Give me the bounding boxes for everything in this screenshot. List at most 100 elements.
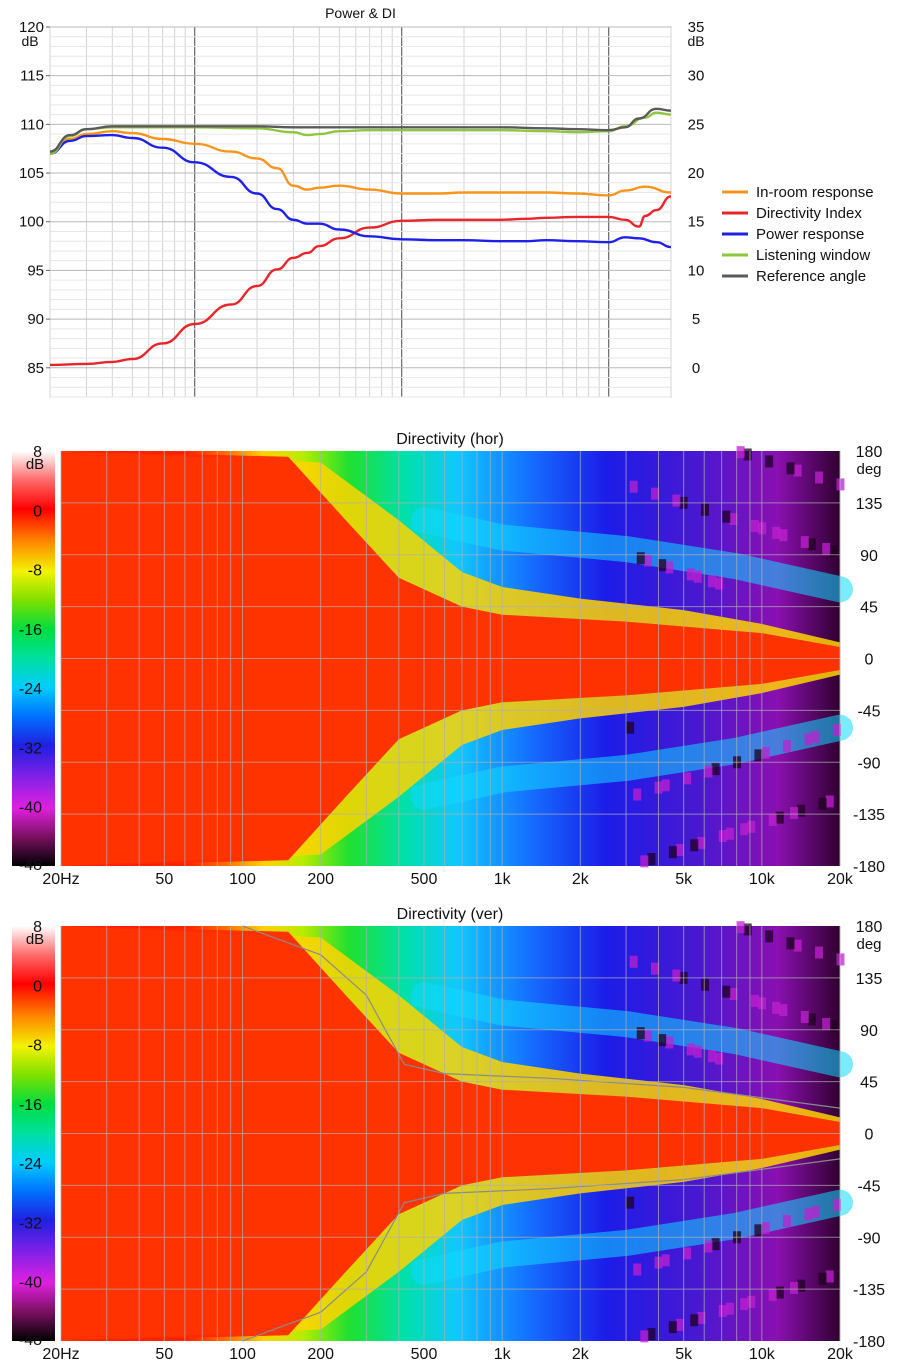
hf-lobe-patch (747, 820, 756, 833)
hf-lobe-patch (765, 930, 774, 943)
hf-lobe-patch (775, 811, 784, 824)
hf-lobe-patch (697, 1311, 706, 1324)
freq-tick-label: 20Hz (42, 1346, 79, 1363)
hf-lobe-patch (672, 494, 681, 507)
power-di-chart: Power & DI120115110105100959085dB3530252… (19, 5, 874, 398)
freq-tick-label: 2k (572, 1346, 590, 1363)
freq-tick-label: 200 (307, 871, 334, 888)
contour-line (242, 1158, 841, 1342)
series-line-directivity-index (49, 195, 672, 367)
hf-lobe-patch (718, 1305, 727, 1318)
hf-lobe-patch (708, 1050, 717, 1063)
hf-lobe-patch (754, 749, 763, 762)
angle-tick-label: -135 (853, 1282, 885, 1299)
hf-lobe-patch (629, 955, 638, 968)
hf-lobe-patch (651, 487, 660, 500)
hf-lobe-patch (718, 830, 727, 843)
hf-lobe-patch (765, 455, 774, 468)
hf-lobe-patch (829, 545, 838, 558)
hf-lobe-patch (693, 570, 702, 583)
hf-lobe-patch (740, 1298, 749, 1311)
hf-lobe-patch (822, 542, 831, 555)
hf-lobe-patch (807, 538, 816, 551)
heatmap-title: Directivity (ver) (397, 906, 504, 923)
legend-label: In-room response (756, 184, 874, 201)
legend-label: Directivity Index (756, 205, 862, 222)
colorbar-tick-label: 8 (33, 919, 42, 936)
y-tick-label: 100 (19, 214, 44, 231)
hf-lobe-patch (775, 1286, 784, 1299)
colorbar-tick-label: -8 (28, 563, 42, 580)
hf-lobe-patch (683, 772, 692, 785)
colorbar-unit: dB (26, 931, 44, 948)
hf-lobe-patch (729, 513, 738, 526)
hf-lobe-patch (700, 503, 709, 516)
hf-lobe-patch (790, 1281, 799, 1294)
colorbar (12, 451, 55, 866)
hf-lobe-patch (797, 804, 806, 817)
hf-lobe-patch (811, 730, 820, 743)
hf-lobe-patch (686, 568, 695, 581)
hf-lobe-patch (665, 1036, 674, 1049)
hf-lobe-patch (786, 937, 795, 950)
colorbar-tick-label: -16 (19, 1097, 42, 1114)
hf-lobe-patch (807, 1013, 816, 1026)
freq-tick-label: 20k (827, 871, 854, 888)
colorbar-tick-label: -40 (19, 1275, 42, 1292)
hf-lobe-patch (643, 554, 652, 567)
colorbar-tick-label: -40 (19, 800, 42, 817)
hf-lobe-patch (626, 721, 635, 734)
angle-tick-label: -180 (853, 1334, 885, 1351)
colorbar-tick-label: 0 (33, 503, 42, 520)
colorbar-tick-label: -32 (19, 740, 42, 757)
freq-tick-label: 1k (494, 1346, 512, 1363)
freq-tick-label: 100 (229, 871, 256, 888)
hf-lobe-patch (711, 1238, 720, 1251)
colorbar-tick-label: -48 (19, 857, 42, 874)
hf-lobe-patch (736, 446, 745, 459)
hf-lobe-patch (626, 1196, 635, 1209)
colorbar-tick-label: -24 (19, 681, 42, 698)
hf-lobe-patch (661, 1254, 670, 1267)
freq-tick-label: 200 (307, 1346, 334, 1363)
y2-tick-label: 20 (688, 165, 705, 182)
hf-lobe-patch (790, 806, 799, 819)
hf-lobe-patch (800, 1011, 809, 1024)
y2-tick-label: 35 (688, 19, 705, 36)
hf-lobe-patch (804, 1208, 813, 1221)
hf-lobe-patch (818, 797, 827, 810)
y-tick-label: 90 (27, 311, 44, 328)
hf-lobe-patch (704, 1240, 713, 1253)
angle-tick-label: 0 (865, 1127, 874, 1144)
hf-lobe-patch (722, 985, 731, 998)
legend-label: Listening window (756, 247, 870, 264)
y-tick-label: 105 (19, 165, 44, 182)
angle-tick-label: 90 (860, 1023, 878, 1040)
angle-tick-label: 90 (860, 548, 878, 565)
hf-lobe-patch (658, 559, 667, 572)
hf-lobe-patch (736, 921, 745, 934)
heatmap-title: Directivity (hor) (396, 431, 504, 448)
hf-lobe-patch (772, 1001, 781, 1014)
hf-lobe-patch (832, 1198, 841, 1211)
freq-tick-label: 50 (155, 1346, 173, 1363)
hf-lobe-patch (729, 988, 738, 1001)
y-tick-label: 115 (20, 68, 44, 85)
chart-title: Power & DI (325, 5, 396, 21)
freq-tick-label: 10k (749, 871, 776, 888)
legend-label: Power response (756, 226, 864, 243)
hf-lobe-patch (700, 978, 709, 991)
hf-lobe-patch (804, 733, 813, 746)
hf-lobe-patch (640, 855, 649, 868)
colorbar-tick-label: 0 (33, 978, 42, 995)
hf-lobe-patch (633, 1263, 642, 1276)
y-tick-label: 120 (19, 19, 44, 36)
hf-lobe-patch (793, 939, 802, 952)
directivity-ver-heatmap: Directivity (ver) 8 0 -8 -16 -24 -32 -40 -48 dB 18… (12, 906, 885, 1363)
angle-tick-label: -135 (853, 807, 885, 824)
hf-lobe-patch (647, 1328, 656, 1341)
angle-unit: deg (856, 461, 881, 478)
hf-lobe-patch (675, 1318, 684, 1331)
hf-lobe-patch (708, 575, 717, 588)
freq-tick-label: 50 (155, 871, 173, 888)
